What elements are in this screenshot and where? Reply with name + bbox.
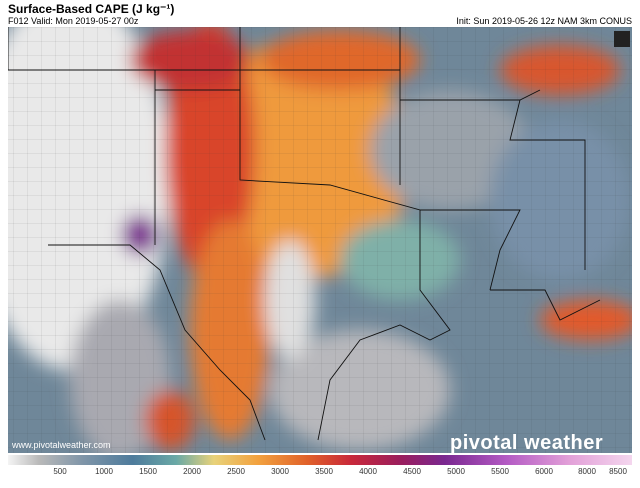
colorbar-tick-label: 8000 bbox=[578, 467, 596, 476]
colorbar-tick-label: 2000 bbox=[183, 467, 201, 476]
website: www.pivotalweather.com bbox=[12, 440, 111, 450]
colorbar-tick-label: 6000 bbox=[535, 467, 553, 476]
colorbar-tick-label: 4500 bbox=[403, 467, 421, 476]
colorbar-tick-label: 5500 bbox=[491, 467, 509, 476]
title: Surface-Based CAPE (J kg⁻¹) bbox=[8, 2, 175, 16]
brand: pivotal weather bbox=[450, 432, 604, 454]
colorbar-tick-label: 3500 bbox=[315, 467, 333, 476]
colorbar-tick-label: 5000 bbox=[447, 467, 465, 476]
colorbar-tick-label: 8500 bbox=[609, 467, 627, 476]
colorbar-tick-label: 2500 bbox=[227, 467, 245, 476]
colorbar-tick-label: 1000 bbox=[95, 467, 113, 476]
colorbar-tick-label: 500 bbox=[53, 467, 67, 476]
colorbar-tick-label: 3000 bbox=[271, 467, 289, 476]
init-time: Init: Sun 2019-05-26 12z NAM 3km CONUS bbox=[456, 16, 632, 26]
valid-time: F012 Valid: Mon 2019-05-27 00z bbox=[8, 16, 139, 26]
colorbar-tick-label: 1500 bbox=[139, 467, 157, 476]
colorbar bbox=[8, 455, 632, 465]
colorbar-tick-label: 4000 bbox=[359, 467, 377, 476]
